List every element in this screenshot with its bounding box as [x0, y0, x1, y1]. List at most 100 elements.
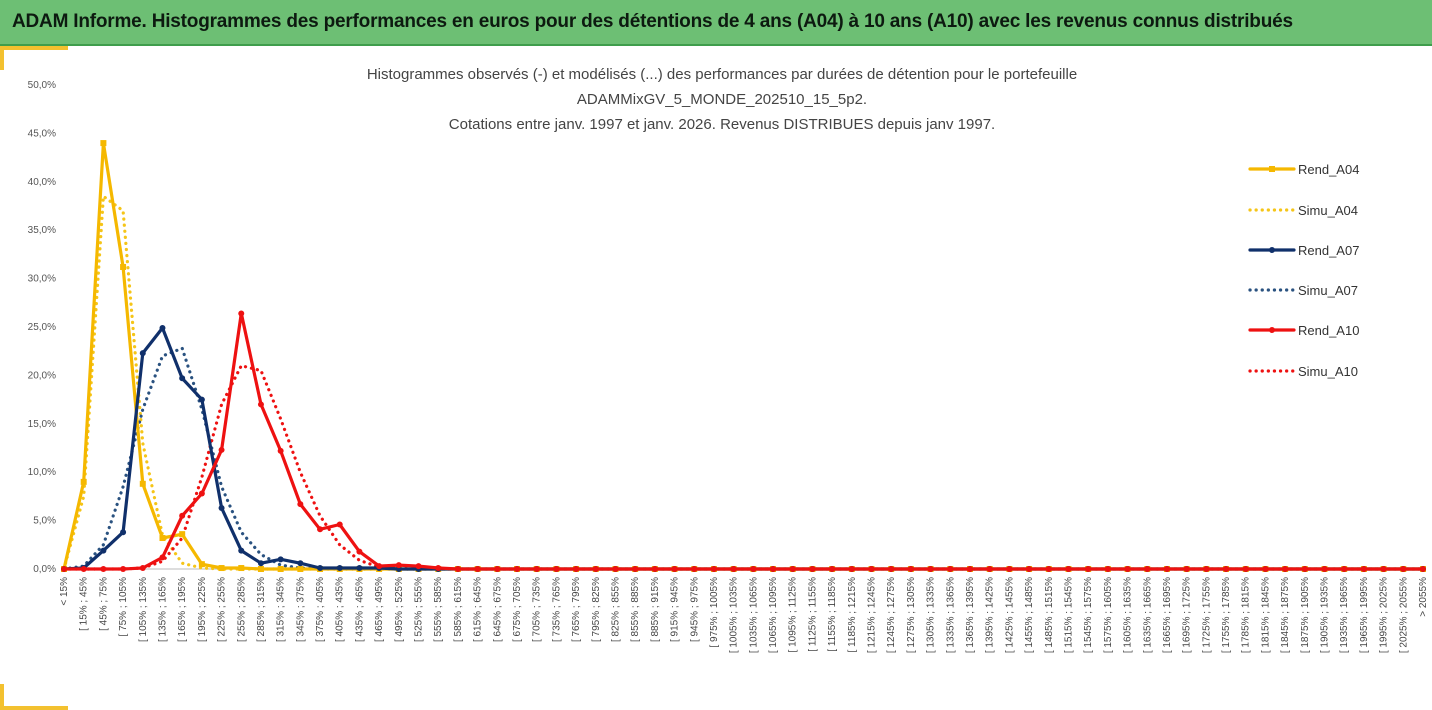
- y-tick-label: 45,0%: [28, 128, 56, 139]
- series-line-simu-a04: [62, 194, 1425, 571]
- data-point-rend-a10: [1321, 566, 1328, 572]
- x-tick-label: [ 75% ; 105%: [118, 577, 129, 637]
- data-point-rend-a10: [356, 548, 363, 555]
- x-tick-label: [ 465% ; 495%: [374, 577, 385, 642]
- data-point-rend-a10: [632, 566, 639, 572]
- x-tick-label: [ 1365% ; 1395%: [965, 577, 976, 653]
- legend-marker: [1269, 166, 1275, 172]
- x-tick-label: > 2055%: [1418, 577, 1429, 617]
- data-point-rend-a10: [198, 490, 205, 497]
- x-tick-label: [ 345% ; 375%: [295, 577, 306, 642]
- data-point-rend-a04: [297, 566, 304, 572]
- data-point-rend-a10: [514, 566, 520, 572]
- x-tick-label: [ 225% ; 255%: [217, 577, 228, 642]
- data-point-rend-a10: [612, 566, 619, 572]
- data-point-rend-a07: [120, 529, 127, 536]
- x-tick-label: [ 135% ; 165%: [157, 577, 168, 642]
- x-tick-label: [ 1545% ; 1575%: [1083, 577, 1094, 653]
- data-point-rend-a10: [494, 566, 501, 572]
- data-point-rend-a04: [277, 566, 284, 572]
- data-point-rend-a10: [671, 566, 678, 572]
- data-point-rend-a10: [297, 501, 304, 508]
- legend-label: Rend_A07: [1298, 243, 1359, 258]
- data-point-rend-a10: [730, 566, 737, 572]
- x-tick-label: [ 1425% ; 1455%: [1004, 577, 1015, 653]
- data-point-rend-a07: [336, 565, 343, 572]
- data-point-rend-a07: [257, 560, 264, 567]
- data-point-rend-a10: [1104, 566, 1111, 572]
- data-point-rend-a10: [474, 566, 481, 572]
- data-point-rend-a10: [1085, 566, 1092, 572]
- y-tick-label: 20,0%: [28, 370, 56, 381]
- data-point-rend-a10: [533, 566, 540, 572]
- x-tick-label: [ 1125% ; 1155%: [807, 577, 818, 652]
- data-point-rend-a10: [1282, 566, 1289, 572]
- x-tick-label: [ 1005% ; 1035%: [729, 577, 740, 653]
- data-point-rend-a07: [356, 565, 363, 572]
- x-tick-label: [ 1725% ; 1755%: [1201, 577, 1212, 653]
- data-point-rend-a10: [1341, 566, 1348, 572]
- x-tick-label: [ 1515% ; 1545%: [1063, 577, 1074, 653]
- x-tick-label: [ 1335% ; 1365%: [945, 577, 956, 653]
- data-point-rend-a10: [395, 562, 402, 569]
- data-point-rend-a10: [592, 566, 599, 572]
- series-line-simu-a10: [62, 364, 1425, 571]
- data-point-rend-a10: [907, 566, 914, 572]
- x-tick-label: [ 1305% ; 1335%: [926, 577, 937, 653]
- data-point-rend-a07: [277, 556, 284, 563]
- data-point-rend-a07: [198, 396, 205, 403]
- legend-label: Simu_A10: [1298, 364, 1358, 379]
- x-tick-label: [ 1665% ; 1695%: [1162, 577, 1173, 653]
- x-tick-label: [ 15% ; 45%: [79, 577, 90, 631]
- y-tick-label: 50,0%: [28, 80, 56, 91]
- accent-bar-left-bottom: [0, 684, 4, 710]
- series-line-rend-a07: [62, 326, 1425, 571]
- data-point-rend-a07: [179, 375, 186, 382]
- data-point-rend-a10: [1400, 566, 1407, 572]
- x-tick-label: [ 45% ; 75%: [98, 577, 109, 631]
- legend-label: Rend_A10: [1298, 323, 1359, 338]
- x-tick-label: [ 975% ; 1005%: [709, 577, 720, 648]
- data-point-rend-a10: [888, 566, 895, 572]
- x-tick-label: [ 1095% ; 1125%: [788, 577, 799, 653]
- data-point-rend-a04: [159, 535, 166, 542]
- x-tick-label: [ 1695% ; 1725%: [1182, 577, 1193, 653]
- data-point-rend-a07: [159, 324, 166, 331]
- data-point-rend-a10: [1183, 566, 1190, 572]
- x-tick-label: [ 555% ; 585%: [433, 577, 444, 642]
- data-point-rend-a07: [238, 547, 245, 554]
- x-tick-label: [ 1395% ; 1425%: [985, 577, 996, 653]
- x-tick-label: [ 1875% ; 1905%: [1300, 577, 1311, 653]
- x-tick-label: [ 1155% ; 1185%: [827, 577, 838, 652]
- data-point-rend-a10: [1144, 566, 1151, 572]
- data-point-rend-a10: [750, 566, 757, 572]
- data-point-rend-a04: [100, 140, 107, 147]
- x-tick-label: [ 525% ; 555%: [414, 577, 425, 642]
- x-tick-label: [ 1995% ; 2025%: [1379, 577, 1390, 653]
- data-point-rend-a10: [61, 566, 67, 572]
- data-point-rend-a10: [1262, 566, 1269, 572]
- x-tick-label: [ 285% ; 315%: [256, 577, 267, 642]
- x-tick-label: [ 675% ; 705%: [512, 577, 523, 642]
- data-point-rend-a10: [1242, 566, 1249, 572]
- x-tick-label: [ 915% ; 945%: [670, 577, 681, 642]
- data-point-rend-a10: [317, 526, 324, 533]
- x-tick-label: < 15%: [59, 577, 70, 606]
- data-point-rend-a10: [1420, 566, 1426, 572]
- page-title: ADAM Informe. Histogrammes des performan…: [12, 11, 1293, 32]
- data-point-rend-a10: [1203, 566, 1210, 572]
- x-tick-label: [ 615% ; 645%: [473, 577, 484, 642]
- x-tick-label: [ 1605% ; 1635%: [1123, 577, 1134, 653]
- data-point-rend-a10: [218, 446, 225, 453]
- x-tick-label: [ 1035% ; 1065%: [748, 577, 759, 653]
- x-tick-label: [ 1965% ; 1995%: [1359, 577, 1370, 653]
- data-point-rend-a10: [238, 310, 245, 317]
- x-tick-label: [ 1785% ; 1815%: [1241, 577, 1252, 653]
- x-tick-label: [ 1905% ; 1935%: [1320, 577, 1331, 653]
- data-point-rend-a10: [1124, 566, 1131, 572]
- data-point-rend-a10: [376, 563, 383, 570]
- legend-label: Rend_A04: [1298, 162, 1359, 177]
- legend-marker: [1269, 247, 1275, 253]
- x-tick-label: [ 1275% ; 1305%: [906, 577, 917, 653]
- header-banner: ADAM Informe. Histogrammes des performan…: [0, 0, 1432, 46]
